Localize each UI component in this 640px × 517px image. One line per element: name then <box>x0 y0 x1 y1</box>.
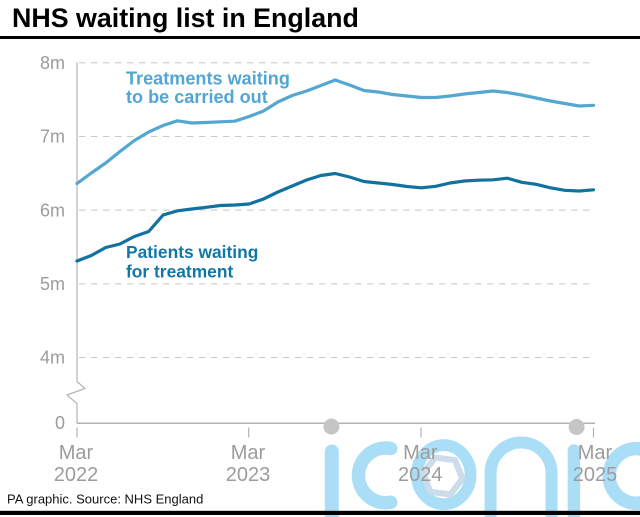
svg-text:2023: 2023 <box>226 464 271 486</box>
svg-text:2025: 2025 <box>573 464 618 486</box>
svg-text:2024: 2024 <box>398 464 443 486</box>
svg-text:Patients waiting: Patients waiting <box>126 242 258 262</box>
svg-text:for treatment: for treatment <box>126 262 233 282</box>
svg-text:Mar: Mar <box>231 442 266 464</box>
svg-text:6m: 6m <box>40 200 65 220</box>
svg-text:NHS waiting list in England: NHS waiting list in England <box>12 3 359 33</box>
svg-text:Mar: Mar <box>578 442 613 464</box>
svg-text:Mar: Mar <box>59 442 94 464</box>
svg-text:7m: 7m <box>40 127 65 147</box>
svg-text:PA graphic. Source: NHS Englan: PA graphic. Source: NHS England <box>7 492 203 507</box>
svg-text:Treatments waiting: Treatments waiting <box>126 68 290 88</box>
svg-text:to be carried out: to be carried out <box>126 87 268 107</box>
svg-text:Mar: Mar <box>403 442 438 464</box>
svg-text:8m: 8m <box>40 53 65 73</box>
svg-text:0: 0 <box>55 413 65 433</box>
svg-text:4m: 4m <box>40 348 65 368</box>
svg-text:2022: 2022 <box>54 464 99 486</box>
svg-text:5m: 5m <box>40 274 65 294</box>
